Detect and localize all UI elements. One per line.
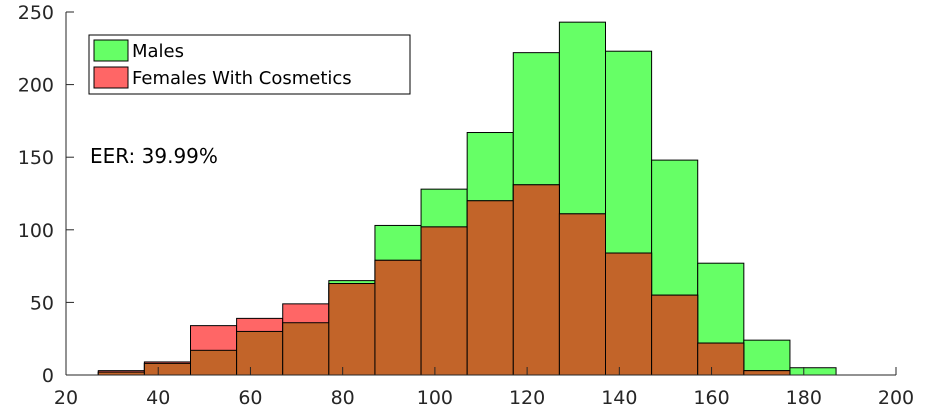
x-tick-label: 60: [238, 387, 262, 409]
bar-overlap: [190, 349, 238, 376]
axes: [65, 12, 896, 376]
tick-marks: [65, 11, 897, 376]
y-tick-label: 200: [18, 75, 54, 97]
y-tick-label: 250: [18, 2, 54, 24]
bar-overlap: [282, 322, 330, 376]
bar-overlap: [374, 259, 422, 376]
bar-overlap: [236, 330, 284, 376]
bar-overlap: [466, 200, 514, 376]
legend-label-females: Females With Cosmetics: [132, 68, 352, 89]
y-tick-label: 50: [30, 292, 54, 314]
x-tick-label: 140: [601, 387, 637, 409]
x-tick-label: 100: [417, 387, 453, 409]
tick-labels: 20 40 60 80 100 120 140 160 180 200 0 50 100 150 200 25…: [18, 2, 914, 409]
bar-overlap: [512, 184, 560, 376]
x-tick-label: 120: [509, 387, 545, 409]
x-tick-label: 160: [693, 387, 729, 409]
x-tick-label: 20: [54, 387, 78, 409]
x-tick-label: 180: [786, 387, 822, 409]
x-tick-label: 80: [331, 387, 355, 409]
bar-overlap: [558, 213, 607, 376]
bar-males: [743, 339, 791, 376]
overlap-bars: [97, 184, 791, 376]
x-tick-label: 200: [878, 387, 914, 409]
bar-overlap: [697, 342, 745, 376]
y-tick-label: 100: [18, 220, 54, 242]
bar-overlap: [143, 362, 191, 376]
bar-overlap: [651, 294, 699, 376]
bar-overlap: [605, 252, 653, 376]
bar-overlap: [420, 226, 468, 376]
legend-swatch-females: [93, 66, 129, 89]
legend-label-males: Males: [132, 41, 184, 62]
legend-swatch-males: [93, 39, 129, 62]
y-tick-label: 150: [18, 147, 54, 169]
x-tick-label: 40: [146, 387, 170, 409]
legend: Males Females With Cosmetics: [88, 34, 411, 95]
y-tick-label: 0: [42, 365, 54, 387]
eer-annotation: EER: 39.99%: [90, 144, 218, 168]
bar-overlap: [743, 370, 791, 376]
bar-males: [789, 367, 837, 376]
bar-overlap: [328, 283, 376, 376]
legend-box: [88, 34, 411, 95]
